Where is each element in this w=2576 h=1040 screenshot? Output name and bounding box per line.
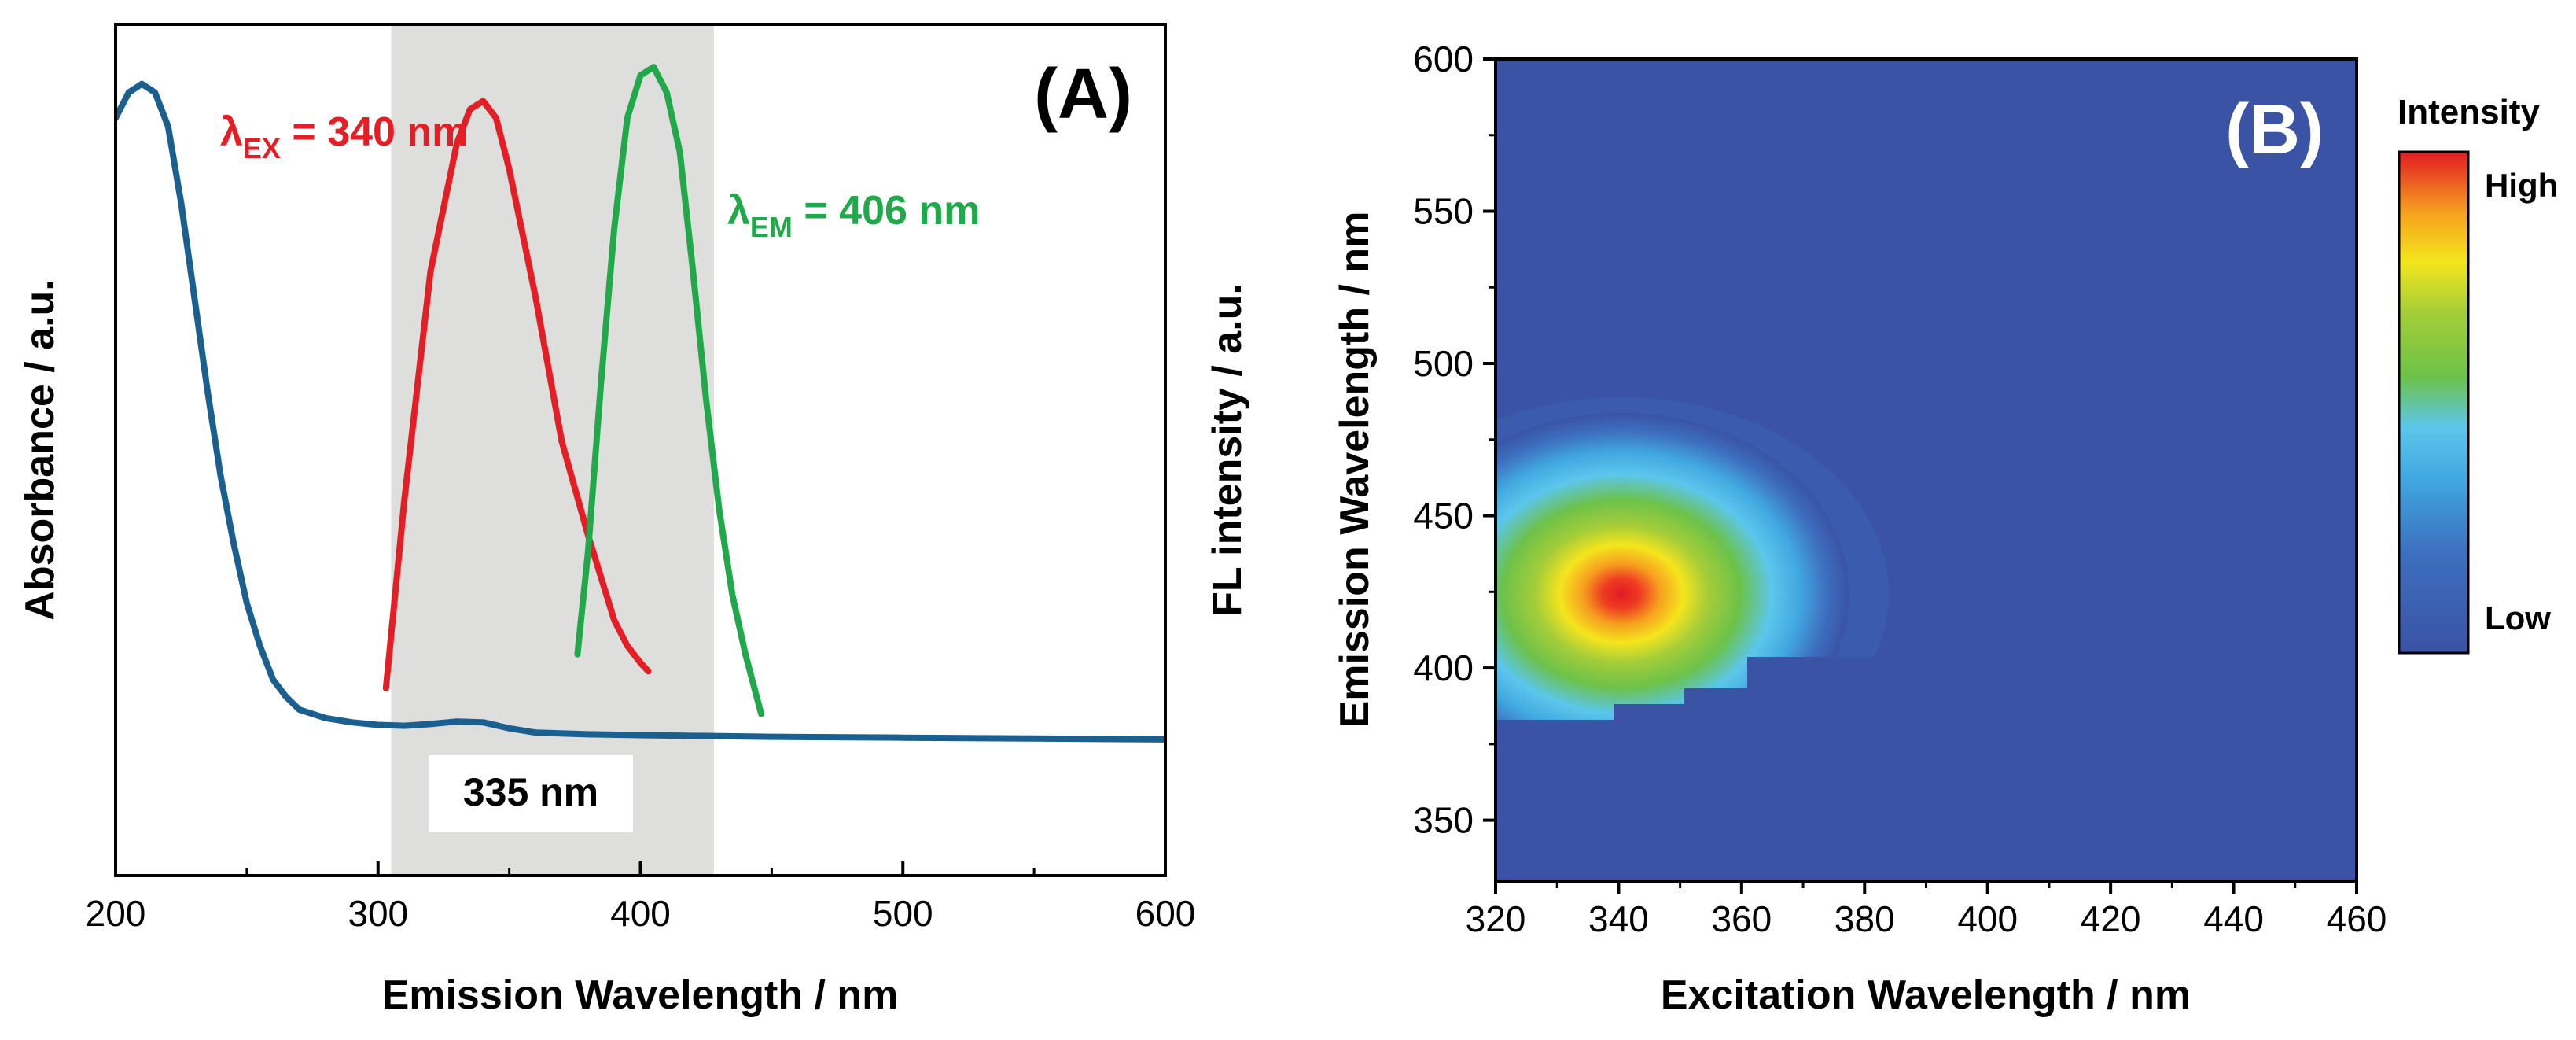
x-tick-label-b: 420 xyxy=(2081,898,2141,939)
x-tick-label-a: 500 xyxy=(873,893,933,934)
x-tick-label-b: 460 xyxy=(2327,898,2387,939)
heatmap-cutoff xyxy=(1496,657,2357,881)
band-label-box xyxy=(429,755,633,832)
colorbar-high-label: High xyxy=(2485,167,2558,204)
y-tick-label-b: 350 xyxy=(1413,800,1474,841)
colorbar: Intensity High Low xyxy=(2398,93,2558,655)
y-tick-label-b: 450 xyxy=(1413,496,1474,537)
band-label: 335 nm xyxy=(463,770,598,814)
colorbar-gradient xyxy=(2398,150,2470,655)
annotation-emission: λEM = 406 nm xyxy=(727,188,980,243)
series-line-emission xyxy=(574,64,764,717)
y-tick-label-b: 400 xyxy=(1413,647,1474,688)
x-tick-label-b: 440 xyxy=(2203,898,2264,939)
y-axis-label-a-right: FL intensity / a.u. xyxy=(1205,283,1250,617)
x-tick-label-b: 340 xyxy=(1588,898,1649,939)
x-tick-label-b: 400 xyxy=(1957,898,2018,939)
colorbar-low-label: Low xyxy=(2485,599,2551,636)
x-axis-label-a: Emission Wavelength / nm xyxy=(382,972,899,1018)
x-tick-label-a: 300 xyxy=(348,893,408,934)
panel-label-a: (A) xyxy=(1034,55,1132,134)
series-line-excitation xyxy=(382,98,652,691)
x-tick-label-b: 320 xyxy=(1466,898,1526,939)
colorbar-title: Intensity xyxy=(2398,93,2540,131)
x-tick-label-b: 360 xyxy=(1711,898,1772,939)
series-line-absorbance xyxy=(116,80,1165,743)
y-tick-label-b: 500 xyxy=(1413,343,1474,384)
x-axis-label-b: Excitation Wavelength / nm xyxy=(1661,972,2191,1018)
panel-b: 320 340 360 380 400 420 440 460 350 400 450 500 550 6… xyxy=(1332,39,2558,1018)
panel-label-b: (B) xyxy=(2225,90,2324,169)
annotation-excitation: λEX = 340 nm xyxy=(220,109,468,164)
x-tick-label-a: 200 xyxy=(86,893,146,934)
y-axis-label-a: Absorbance / a.u. xyxy=(17,279,63,620)
panel-a: 200 300 400 500 600 335 nm (A) λEX = 340 nm … xyxy=(17,23,1250,1018)
x-ticks-a: 200 300 400 500 600 xyxy=(86,861,1196,934)
y-tick-label-b: 600 xyxy=(1413,39,1474,79)
x-tick-label-b: 380 xyxy=(1834,898,1895,939)
x-tick-label-a: 400 xyxy=(610,893,671,934)
ticks-b: 320 340 360 380 400 420 440 460 350 400 450 500 550 6… xyxy=(1413,39,2386,939)
series-group-a xyxy=(116,64,1165,743)
x-tick-label-a: 600 xyxy=(1135,893,1196,934)
y-axis-label-b: Emission Wavelength / nm xyxy=(1332,212,1378,728)
heatmap-plot xyxy=(1496,59,2357,881)
y-tick-label-b: 550 xyxy=(1413,191,1474,232)
